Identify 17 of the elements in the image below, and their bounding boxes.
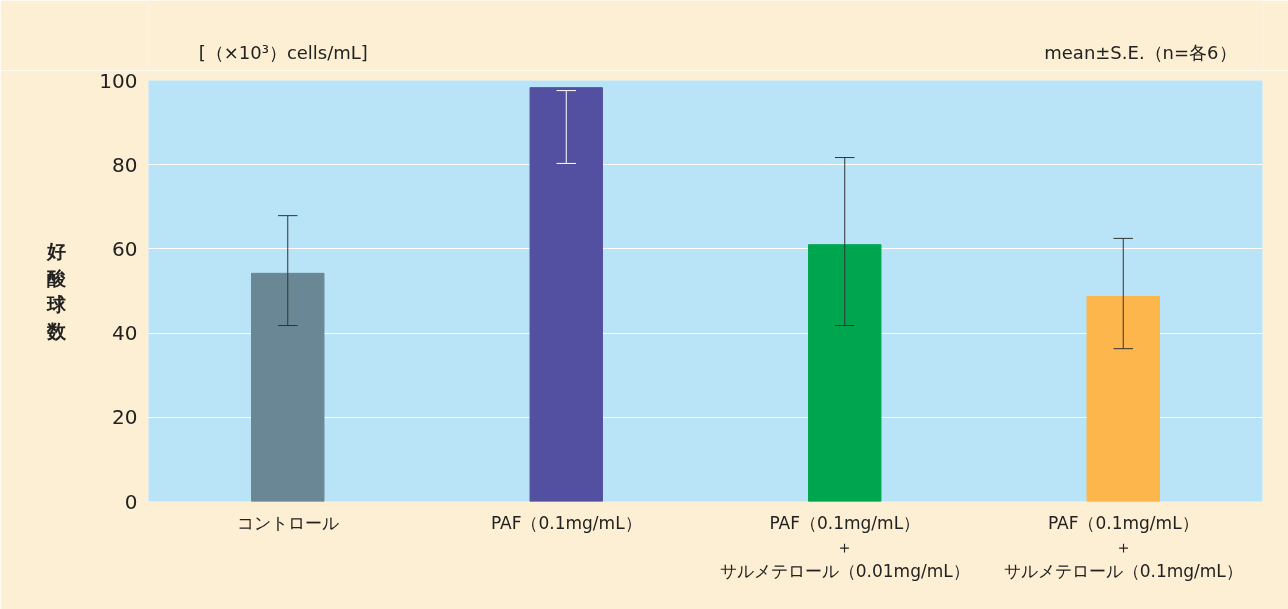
y-tick-label: 100 xyxy=(99,68,138,93)
bar xyxy=(808,244,882,502)
y-tick-label: 80 xyxy=(112,152,138,177)
bar xyxy=(1086,295,1160,502)
x-tick-label: PAF（0.1mg/mL） xyxy=(490,512,642,533)
x-tick-label: PAF（0.1mg/mL）＋サルメテロール（0.01mg/mL） xyxy=(719,512,970,581)
text: mean±S.E.（n=各6） xyxy=(1044,41,1237,63)
y-tick-label: 60 xyxy=(112,236,138,261)
text: [（×10³）cells/mL] xyxy=(198,41,368,63)
y-tick-label: 40 xyxy=(112,321,138,346)
bar xyxy=(529,87,603,502)
bar xyxy=(251,272,325,502)
y-tick-label: 20 xyxy=(112,405,138,430)
y-tick-label: 0 xyxy=(124,489,138,514)
y-axis-title: 好酸球数 xyxy=(46,240,68,342)
x-tick-label: PAF（0.1mg/mL）＋サルメテロール（0.1mg/mL） xyxy=(1003,512,1243,581)
x-tick-label: コントロール xyxy=(236,512,339,533)
